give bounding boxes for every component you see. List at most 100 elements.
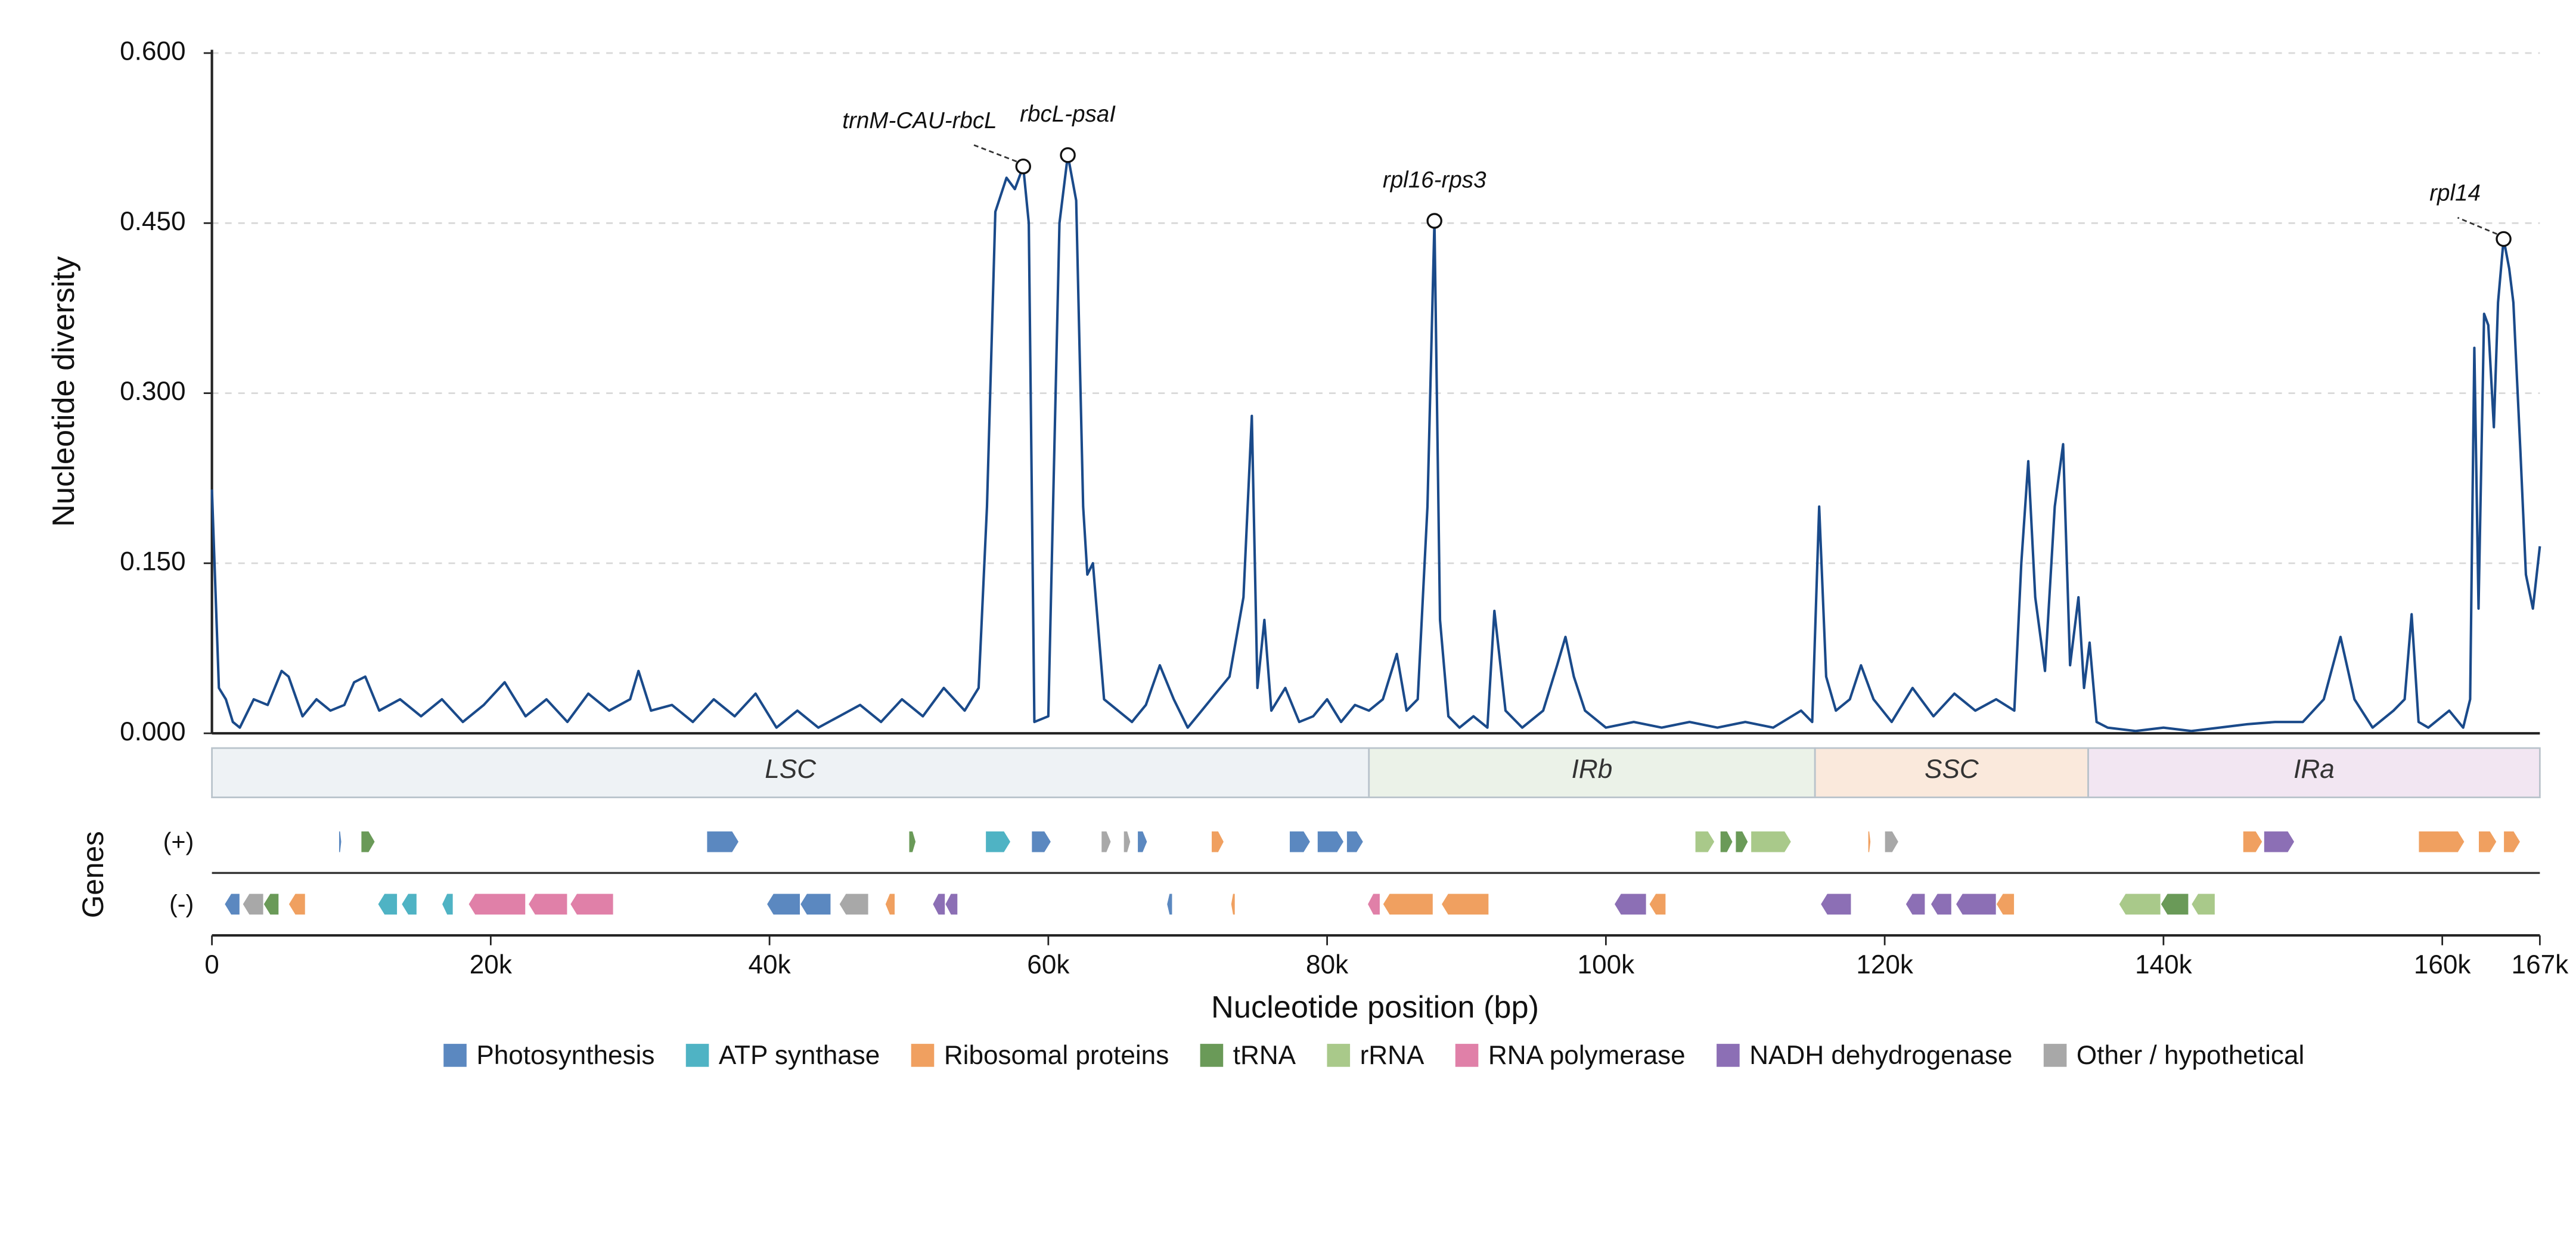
gene [468, 893, 526, 916]
gene [1031, 830, 1052, 853]
gene [224, 893, 240, 916]
gene [1905, 893, 1926, 916]
gene [1441, 893, 1489, 916]
gene [2242, 830, 2263, 853]
gene [1317, 830, 1345, 853]
gene [945, 893, 958, 916]
gene [361, 830, 375, 853]
gene [1137, 830, 1148, 853]
gene [1289, 830, 1311, 853]
gene [569, 893, 614, 916]
gene [766, 893, 801, 916]
gene [932, 893, 946, 916]
gene [839, 893, 869, 916]
legend-label: NADH dehydrogenase [1749, 1041, 2012, 1070]
x-tick-label: 100k [1578, 950, 1635, 979]
annotation-point [1426, 213, 1442, 229]
legend-swatch [1200, 1044, 1224, 1067]
gene [1720, 830, 1733, 853]
gene [377, 893, 398, 916]
annotation-point [1015, 158, 1031, 175]
gene [441, 893, 454, 916]
legend-label: rRNA [1360, 1041, 1424, 1070]
strand-label: (-) [169, 891, 194, 918]
gene [288, 893, 306, 916]
gene [2478, 830, 2497, 853]
legend-label: Other / hypothetical [2077, 1041, 2304, 1070]
annotation-point [2496, 231, 2512, 247]
x-tick-label: 40k [749, 950, 792, 979]
gene [2191, 893, 2215, 916]
gene [1346, 830, 1364, 853]
legend-label: Photosynthesis [476, 1041, 654, 1070]
gene [1382, 893, 1433, 916]
x-tick-label: 120k [1856, 950, 1914, 979]
legend-label: tRNA [1233, 1041, 1296, 1070]
gene [1751, 830, 1792, 853]
legend-label: Ribosomal proteins [944, 1041, 1169, 1070]
gene [1101, 830, 1112, 853]
strand-label: (+) [163, 828, 194, 855]
leader-line [2457, 216, 2498, 235]
gene [1211, 830, 1225, 853]
gene [1884, 830, 1900, 853]
annotation-point [1060, 147, 1076, 163]
gene [884, 893, 896, 916]
gene [1867, 830, 1872, 853]
gene [1995, 893, 2015, 916]
legend-swatch [1717, 1044, 1740, 1067]
gene [242, 893, 264, 916]
region-label: IRb [1572, 755, 1613, 784]
gene [1123, 830, 1131, 853]
region-label: IRa [2293, 755, 2335, 784]
gene [1820, 893, 1852, 916]
region [211, 747, 1370, 799]
genes-label: Genes [76, 831, 110, 918]
legend-swatch [443, 1044, 467, 1067]
gene [1367, 893, 1381, 916]
gene [338, 830, 342, 853]
gene [706, 830, 740, 853]
x-tick-label: 160k [2414, 950, 2472, 979]
gene [1230, 893, 1236, 916]
x-tick-label: 140k [2135, 950, 2193, 979]
gene [1694, 830, 1715, 853]
gene [2263, 830, 2295, 853]
leader-line [973, 144, 1017, 163]
gene [799, 893, 831, 916]
region [2087, 747, 2541, 799]
gene [1613, 893, 1647, 916]
gene [263, 893, 280, 916]
x-axis-label: Nucleotide position (bp) [1211, 990, 1539, 1025]
x-tick-label: 167k [2512, 950, 2569, 979]
annotation-label: rbcL-psaI [1020, 101, 1116, 127]
legend-swatch [1327, 1044, 1351, 1067]
gene [2503, 830, 2521, 853]
gene [985, 830, 1011, 853]
gene [1166, 893, 1173, 916]
gene [908, 830, 917, 853]
gene [401, 893, 417, 916]
legend-label: ATP synthase [719, 1041, 880, 1070]
y-tick-label: 0.600 [120, 37, 185, 66]
gene [527, 893, 568, 916]
y-tick-label: 0.150 [120, 547, 185, 576]
legend-swatch [2043, 1044, 2067, 1067]
region [1368, 747, 1816, 799]
gene [1649, 893, 1666, 916]
gene [1735, 830, 1749, 853]
legend-swatch [685, 1044, 709, 1067]
legend-swatch [911, 1044, 935, 1067]
gene [1930, 893, 1952, 916]
region-label: LSC [765, 755, 817, 784]
gene [2418, 830, 2465, 853]
y-tick-label: 0.000 [120, 717, 185, 746]
gene [1955, 893, 1997, 916]
x-tick-label: 80k [1306, 950, 1349, 979]
gene [2118, 893, 2161, 916]
legend-swatch [1455, 1044, 1479, 1067]
x-tick-label: 60k [1027, 950, 1070, 979]
y-tick-label: 0.300 [120, 377, 185, 406]
y-axis-label: Nucleotide diversity [46, 256, 81, 527]
